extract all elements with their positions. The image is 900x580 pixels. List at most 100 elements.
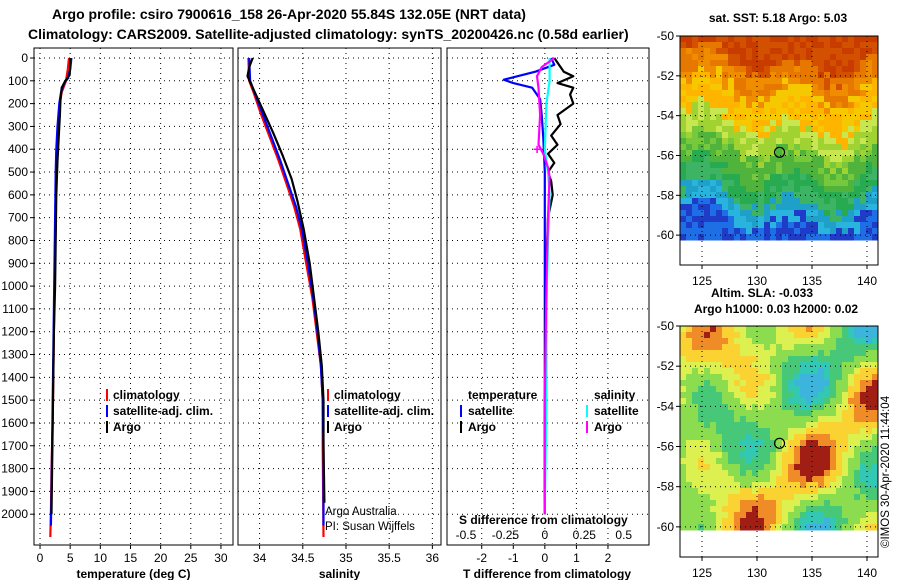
map-cell — [752, 96, 759, 103]
map-cell — [770, 404, 777, 411]
map-cell — [860, 228, 867, 235]
map-cell — [716, 72, 723, 79]
map-cell — [758, 126, 765, 133]
map-cell — [788, 60, 795, 67]
map-cell — [830, 66, 837, 73]
annotation-pi-name: PI: Susan Wijffels — [325, 521, 415, 533]
map-cell — [740, 518, 747, 525]
map-cell — [704, 428, 711, 435]
map-cell — [680, 416, 687, 423]
map-cell — [686, 452, 693, 459]
map-cell — [752, 368, 759, 375]
map-cell — [818, 446, 825, 453]
map-cell — [758, 494, 765, 501]
map-cell — [722, 90, 729, 97]
map-cell — [860, 368, 867, 375]
map-cell — [836, 78, 843, 85]
map-cell — [716, 524, 723, 531]
map-cell — [860, 512, 867, 519]
map-cell — [716, 78, 723, 85]
map-cell — [806, 168, 813, 175]
map-cell — [800, 380, 807, 387]
map-cell — [836, 222, 843, 229]
map-cell — [686, 228, 693, 235]
map-cell — [782, 186, 789, 193]
map-cell — [752, 222, 759, 229]
map-cell — [698, 458, 705, 465]
map-cell — [830, 500, 837, 507]
map-cell — [734, 114, 741, 121]
map-cell — [800, 54, 807, 61]
map-cell — [836, 186, 843, 193]
map-cell — [716, 192, 723, 199]
map-cell — [800, 102, 807, 109]
map-cell — [680, 180, 687, 187]
map-cell — [800, 410, 807, 417]
map-cell — [710, 114, 717, 121]
map-cell — [710, 488, 717, 495]
map-cell — [806, 398, 813, 405]
map-cell — [818, 392, 825, 399]
map-cell — [734, 506, 741, 513]
map-cell — [782, 132, 789, 139]
map-cell — [728, 48, 735, 55]
map-cell — [776, 350, 783, 357]
map-cell — [740, 392, 747, 399]
map-cell — [746, 192, 753, 199]
map-cell — [854, 198, 861, 205]
map-cell — [806, 186, 813, 193]
map-cell — [698, 470, 705, 477]
map-cell — [752, 488, 759, 495]
map-cell — [854, 458, 861, 465]
map-cell — [788, 416, 795, 423]
map-cell — [776, 440, 783, 447]
map-cell — [854, 90, 861, 97]
map-cell — [800, 446, 807, 453]
map-cell — [710, 422, 717, 429]
map-cell — [722, 332, 729, 339]
difference-panel-frame — [446, 47, 650, 546]
map-cell — [866, 222, 873, 229]
map-y-tick-label: -56 — [657, 148, 675, 162]
map-cell — [818, 404, 825, 411]
map-cell — [704, 228, 711, 235]
map-cell — [734, 126, 741, 133]
map-cell — [758, 234, 765, 241]
map-cell — [800, 186, 807, 193]
map-cell — [836, 66, 843, 73]
map-cell — [686, 60, 693, 67]
map-cell — [800, 66, 807, 73]
map-cell — [860, 108, 867, 115]
map-cell — [764, 132, 771, 139]
map-cell — [704, 192, 711, 199]
map-cell — [800, 338, 807, 345]
map-cell — [686, 512, 693, 519]
map-cell — [782, 506, 789, 513]
map-cell — [848, 60, 855, 67]
map-cell — [848, 446, 855, 453]
map-cell — [806, 446, 813, 453]
map-cell — [734, 72, 741, 79]
map-cell — [842, 180, 849, 187]
map-cell — [866, 326, 873, 333]
map-cell — [848, 42, 855, 49]
map-cell — [794, 108, 801, 115]
map-cell — [752, 72, 759, 79]
map-cell — [752, 446, 759, 453]
map-cell — [692, 362, 699, 369]
map-cell — [776, 78, 783, 85]
map-cell — [746, 78, 753, 85]
map-cell — [734, 216, 741, 223]
map-cell — [710, 222, 717, 229]
map-cell — [872, 506, 879, 513]
map-cell — [836, 162, 843, 169]
map-cell — [770, 234, 777, 241]
map-cell — [872, 368, 879, 375]
map-y-tick-label: -52 — [657, 359, 675, 373]
map-cell — [872, 488, 879, 495]
map-cell — [830, 60, 837, 67]
map-cell — [866, 96, 873, 103]
map-cell — [818, 458, 825, 465]
map-cell — [734, 404, 741, 411]
map-y-tick-label: -50 — [657, 319, 675, 333]
